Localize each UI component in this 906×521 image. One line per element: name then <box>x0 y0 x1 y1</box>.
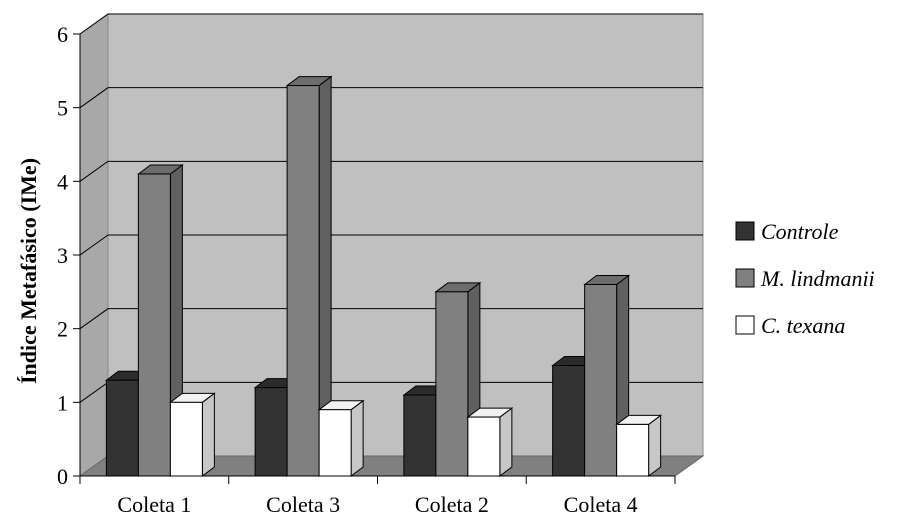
bar <box>318 409 352 477</box>
y-tick-label: 1 <box>57 390 68 415</box>
bars <box>104 75 663 477</box>
bar <box>105 379 139 477</box>
x-tick-label: Coleta 3 <box>266 492 340 517</box>
y-tick-labels: 0 1 2 3 4 5 6 <box>57 22 68 489</box>
bar <box>254 387 288 477</box>
y-tick-label: 0 <box>57 464 68 489</box>
bar <box>435 291 469 477</box>
gridline <box>79 234 703 256</box>
x-tick-label: Coleta 4 <box>564 492 638 517</box>
y-tick-label: 2 <box>57 317 68 342</box>
x-tick-label: Coleta 2 <box>415 492 489 517</box>
x-tick-labels: Coleta 1 Coleta 3 Coleta 2 Coleta 4 <box>117 492 637 517</box>
gridline <box>79 308 703 330</box>
bar-side <box>499 407 513 477</box>
legend: Controle M. lindmanii C. texana <box>735 219 875 338</box>
bar <box>169 401 203 477</box>
y-tick-label: 3 <box>57 243 68 268</box>
y-tick-label: 5 <box>57 96 68 121</box>
bar <box>467 416 501 477</box>
bar-side <box>201 392 215 477</box>
legend-label: M. lindmanii <box>760 266 875 291</box>
bar <box>552 365 586 477</box>
bar-side <box>350 399 364 477</box>
y-tick-label: 6 <box>57 22 68 47</box>
y-axis-label: Índice Metafásico (IMe) <box>16 158 41 384</box>
legend-label: Controle <box>761 219 839 244</box>
x-tick-label: Coleta 1 <box>117 492 191 517</box>
y-tick-label: 4 <box>57 169 68 194</box>
legend-label: C. texana <box>761 313 845 338</box>
bar <box>286 85 320 477</box>
legend-swatch <box>735 221 755 241</box>
bar <box>403 394 437 477</box>
gridline <box>79 87 703 109</box>
bar <box>616 423 650 477</box>
axes <box>73 33 676 484</box>
bar-side <box>648 414 662 477</box>
legend-swatch <box>735 268 755 288</box>
gridline <box>79 13 703 35</box>
gridline <box>79 160 703 182</box>
legend-swatch <box>735 315 755 335</box>
bar <box>584 283 618 477</box>
bar <box>137 173 171 477</box>
